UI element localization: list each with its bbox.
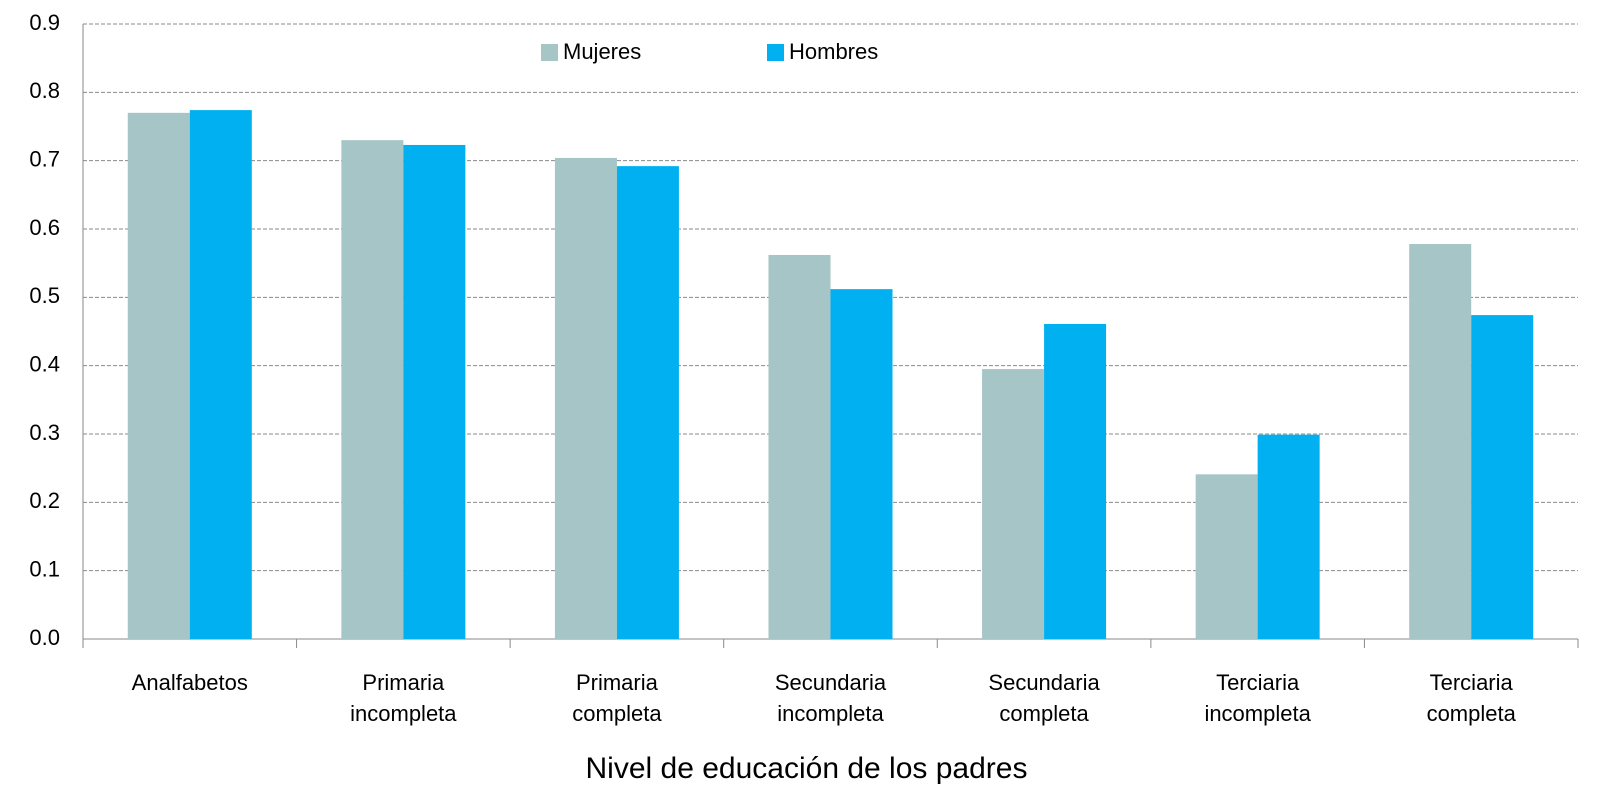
y-tick-label: 0.8	[29, 78, 60, 103]
x-tick-label: Analfabetos	[131, 670, 248, 695]
x-axis-title: Nivel de educación de los padres	[585, 752, 1028, 785]
y-tick-label: 0.4	[29, 351, 60, 376]
bar	[768, 254, 831, 639]
y-tick-label: 0.3	[29, 420, 60, 445]
y-tick-label: 0.5	[29, 283, 60, 308]
x-tick-label: Primaria completa	[572, 670, 662, 726]
x-tick-label: Terciaria incompleta	[1204, 670, 1311, 726]
bar	[1195, 474, 1258, 639]
y-tick-label: 0.0	[29, 625, 60, 650]
y-tick-label: 0.9	[29, 10, 60, 35]
x-tick-label: Secundaria incompleta	[774, 670, 887, 726]
x-tick-label: Secundaria completa	[988, 670, 1100, 726]
bar	[403, 144, 466, 639]
x-tick-label: Terciaria completa	[1426, 670, 1516, 726]
bar	[189, 110, 252, 640]
bar	[1471, 315, 1534, 639]
bar	[982, 369, 1045, 639]
y-tick-label: 0.1	[29, 556, 60, 581]
bar	[127, 112, 190, 640]
bar	[554, 157, 617, 639]
bar	[1409, 244, 1472, 640]
legend-swatch	[767, 44, 784, 61]
y-tick-label: 0.6	[29, 215, 60, 240]
bar	[616, 166, 679, 639]
y-tick-label: 0.7	[29, 146, 60, 171]
legend-label: Hombres	[789, 39, 878, 64]
bar	[1257, 434, 1320, 639]
x-tick-label: Primaria incompleta	[350, 670, 457, 726]
legend-swatch	[541, 44, 558, 61]
bar	[830, 289, 893, 639]
legend-label: Mujeres	[563, 39, 641, 64]
bar	[1044, 323, 1107, 639]
y-tick-label: 0.2	[29, 488, 60, 513]
bar	[341, 140, 404, 639]
